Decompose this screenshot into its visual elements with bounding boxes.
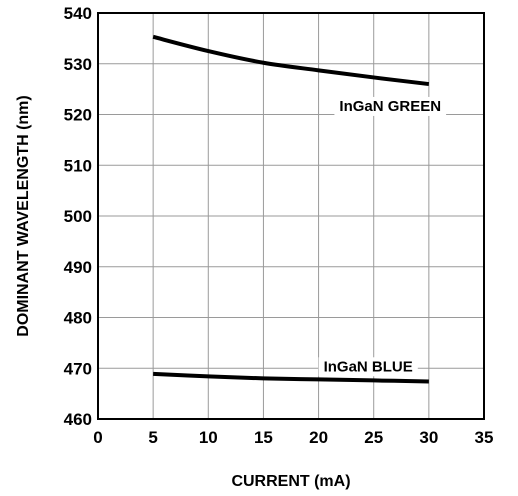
- y-tick-label: 510: [64, 156, 92, 175]
- x-axis-title: CURRENT (mA): [231, 473, 350, 490]
- x-tick-labels: 0 5 10 15 20 25 30 35: [93, 428, 493, 447]
- x-tick-label: 30: [419, 428, 438, 447]
- x-tick-label: 5: [148, 428, 157, 447]
- series-line-ingan-green: [152, 34, 430, 87]
- y-tick-label: 530: [64, 55, 92, 74]
- x-tick-label: 15: [254, 428, 273, 447]
- series-label-background: [318, 357, 418, 377]
- x-tick-label: 25: [364, 428, 383, 447]
- y-tick-label: 460: [64, 410, 92, 429]
- series-label-background: [334, 96, 447, 116]
- y-tick-labels: 460 470 480 490 500 510 520 530 540: [64, 4, 92, 429]
- series-lines: [152, 34, 430, 384]
- y-tick-label: 480: [64, 309, 92, 328]
- x-tick-label: 0: [93, 428, 102, 447]
- series-label-ingan-blue: InGaN BLUE: [324, 358, 413, 375]
- y-tick-label: 540: [64, 4, 92, 23]
- y-tick-label: 520: [64, 106, 92, 125]
- series-labels: InGaN GREEN InGaN BLUE: [318, 96, 447, 377]
- x-tick-label: 20: [309, 428, 328, 447]
- series-label-ingan-green: InGaN GREEN: [339, 98, 441, 115]
- x-tick-label: 35: [475, 428, 494, 447]
- y-tick-label: 470: [64, 359, 92, 378]
- series-line-ingan-blue: [153, 371, 429, 384]
- grid-lines: [98, 13, 484, 419]
- plot-frame: [97, 12, 485, 420]
- y-axis-title: DOMINANT WAVELENGTH (nm): [15, 95, 32, 336]
- x-tick-label: 10: [199, 428, 218, 447]
- y-tick-label: 500: [64, 207, 92, 226]
- y-tick-label: 490: [64, 258, 92, 277]
